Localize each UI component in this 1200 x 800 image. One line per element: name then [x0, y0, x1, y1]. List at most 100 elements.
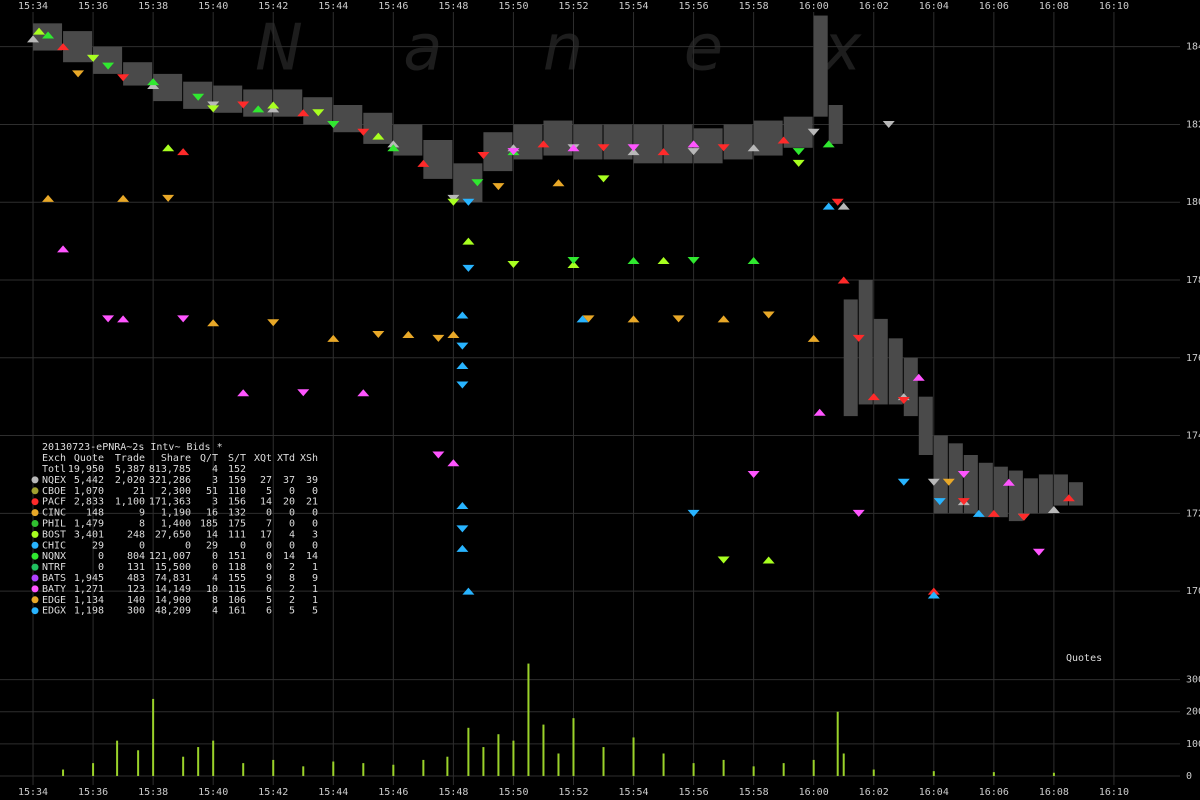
table-cell: 1,134 — [74, 595, 104, 606]
quote-marker — [792, 148, 805, 156]
table-cell: 17 — [260, 529, 272, 540]
table-cell: 0 — [266, 551, 272, 562]
x-tick-label: 15:38 — [138, 787, 168, 798]
table-cell: 321,286 — [149, 475, 191, 486]
quote-marker — [507, 148, 520, 156]
volume-bar — [362, 763, 365, 776]
spread-bar — [1008, 470, 1023, 522]
quote-marker — [852, 509, 865, 517]
volume-bar — [197, 747, 200, 776]
volume-label: Quotes — [1066, 653, 1102, 664]
x-tick-label: 16:06 — [979, 787, 1009, 798]
table-cell: 110 — [228, 486, 246, 497]
quote-marker — [717, 144, 730, 152]
quote-marker — [933, 498, 946, 506]
x-tick-label: 15:52 — [558, 787, 588, 798]
quote-marker — [456, 502, 469, 510]
y-tick-label: 170 — [1186, 586, 1200, 597]
x-tick-label: 15:58 — [739, 1, 769, 12]
quote-marker — [1062, 494, 1075, 502]
table-cell: BOST — [42, 529, 66, 540]
x-tick-label: 15:46 — [378, 787, 408, 798]
quote-marker — [912, 373, 925, 381]
table-cell: 5,387 — [115, 464, 145, 475]
quote-marker — [1032, 548, 1045, 556]
spread-bar — [123, 62, 153, 86]
quote-marker — [807, 334, 820, 342]
legend-marker — [31, 552, 39, 560]
volume-bar — [992, 772, 995, 776]
volume-bar — [422, 759, 425, 776]
quote-marker — [567, 257, 580, 265]
table-cell: 0 — [98, 551, 104, 562]
table-cell: 21 — [306, 497, 318, 508]
quote-marker — [456, 311, 469, 319]
quote-marker — [27, 35, 40, 43]
volume-bar — [482, 747, 485, 776]
quote-marker — [432, 334, 445, 342]
table-cell: 156 — [228, 497, 246, 508]
table-cell: 1,070 — [74, 486, 104, 497]
table-cell: 1,945 — [74, 573, 104, 584]
table-cell: 159 — [228, 475, 246, 486]
volume-bar — [662, 753, 665, 776]
quote-marker — [162, 194, 175, 202]
quote-marker — [177, 315, 190, 323]
volume-bar — [332, 761, 335, 776]
spread-bar — [813, 15, 828, 117]
table-cell: NQEX — [42, 475, 66, 486]
table-cell: Trade — [115, 453, 145, 464]
table-cell: 0 — [312, 508, 318, 519]
table-cell: 14 — [260, 497, 272, 508]
volume-bar — [392, 764, 395, 776]
spread-bar — [873, 318, 888, 405]
quote-marker — [207, 101, 220, 109]
quote-marker — [582, 315, 595, 323]
table-cell: 171,363 — [149, 497, 191, 508]
table-cell: 5 — [266, 595, 272, 606]
x-tick-label: 15:40 — [198, 1, 228, 12]
table-cell: 8 — [212, 595, 218, 606]
table-cell: 14 — [306, 551, 318, 562]
volume-bar — [722, 759, 725, 776]
quote-marker — [576, 315, 589, 323]
quote-marker — [942, 478, 955, 486]
quote-marker — [312, 109, 325, 117]
spread-bar — [948, 443, 963, 514]
table-cell: 140 — [127, 595, 145, 606]
x-tick-label: 16:04 — [919, 1, 949, 12]
quote-marker — [33, 27, 46, 35]
x-tick-label: 15:44 — [318, 1, 348, 12]
x-tick-label: 15:40 — [198, 787, 228, 798]
x-tick-label: 16:10 — [1099, 1, 1129, 12]
volume-bar — [752, 766, 755, 776]
volume-bar — [932, 771, 935, 776]
quote-marker — [72, 70, 85, 78]
quote-marker — [507, 260, 520, 268]
quote-marker — [627, 315, 640, 323]
quote-marker — [687, 140, 700, 148]
quote-marker — [447, 330, 460, 338]
table-cell: 175 — [228, 519, 246, 530]
quote-marker — [972, 509, 985, 517]
quote-marker — [372, 330, 385, 338]
table-cell: 0 — [312, 486, 318, 497]
spread-bar — [93, 46, 123, 74]
x-tick-label: 15:36 — [78, 787, 108, 798]
y2-tick-label: 0 — [1186, 771, 1192, 782]
table-cell: 2 — [289, 595, 295, 606]
table-cell: Quote — [74, 453, 104, 464]
table-cell: 4 — [289, 529, 295, 540]
table-cell: Exch — [42, 453, 66, 464]
y-tick-label: 180 — [1186, 197, 1200, 208]
quote-marker — [897, 397, 910, 405]
quote-marker — [402, 330, 415, 338]
quote-marker — [147, 78, 160, 86]
x-tick-label: 15:46 — [378, 1, 408, 12]
volume-bar — [527, 663, 530, 776]
quote-marker — [987, 509, 1000, 517]
spread-bar — [63, 31, 93, 63]
x-tick-label: 15:42 — [258, 787, 288, 798]
quote-marker — [372, 132, 385, 140]
quote-marker — [813, 408, 826, 416]
